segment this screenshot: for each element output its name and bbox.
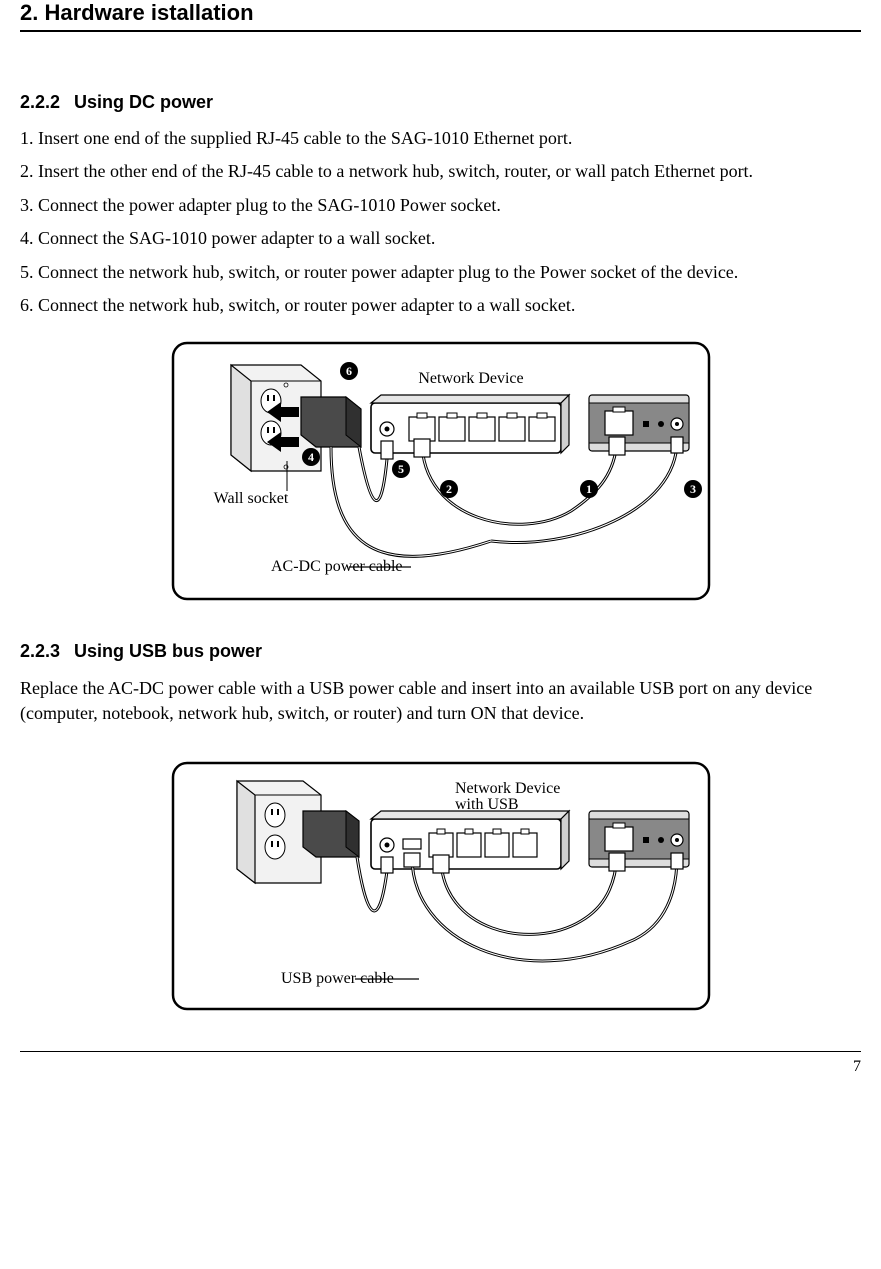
- label-network-device-usb-line1: Network Device: [455, 780, 560, 797]
- section-223-paragraph: Replace the AC-DC power cable with a USB…: [20, 676, 861, 725]
- step-item: Connect the power adapter plug to the SA…: [20, 194, 861, 217]
- section-heading-223: 2.2.3 Using USB bus power: [20, 641, 861, 662]
- label-network-device: Network Device: [418, 370, 523, 387]
- label-wall-socket: Wall socket: [213, 490, 288, 507]
- section-heading-222: 2.2.2 Using DC power: [20, 92, 861, 113]
- callout-3: 3: [690, 482, 696, 496]
- section-number: 2.2.3: [20, 641, 60, 662]
- step-item: Insert the other end of the RJ-45 cable …: [20, 160, 861, 183]
- chapter-header: 2. Hardware istallation: [20, 0, 861, 32]
- callout-2: 2: [446, 482, 452, 496]
- callout-1: 1: [586, 482, 592, 496]
- step-item: Insert one end of the supplied RJ-45 cab…: [20, 127, 861, 150]
- callout-4: 4: [308, 450, 314, 464]
- callout-6: 6: [346, 364, 352, 378]
- section-title: Using USB bus power: [74, 641, 262, 661]
- figure-dc-power: 6 4 5 2 1 3 Network Device Wall socket A…: [171, 341, 711, 601]
- section-number: 2.2.2: [20, 92, 60, 113]
- figure-usb-power: Network Device with USB USB power cable: [171, 761, 711, 1011]
- step-item: Connect the SAG-1010 power adapter to a …: [20, 227, 861, 250]
- callout-5: 5: [398, 462, 404, 476]
- step-item: Connect the network hub, switch, or rout…: [20, 261, 861, 284]
- page-number: 7: [853, 1058, 861, 1075]
- label-network-device-usb-line2: with USB: [455, 796, 519, 813]
- step-item: Connect the network hub, switch, or rout…: [20, 294, 861, 317]
- page-footer: 7: [20, 1051, 861, 1076]
- section-title: Using DC power: [74, 92, 213, 112]
- steps-list-222: Insert one end of the supplied RJ-45 cab…: [20, 127, 861, 317]
